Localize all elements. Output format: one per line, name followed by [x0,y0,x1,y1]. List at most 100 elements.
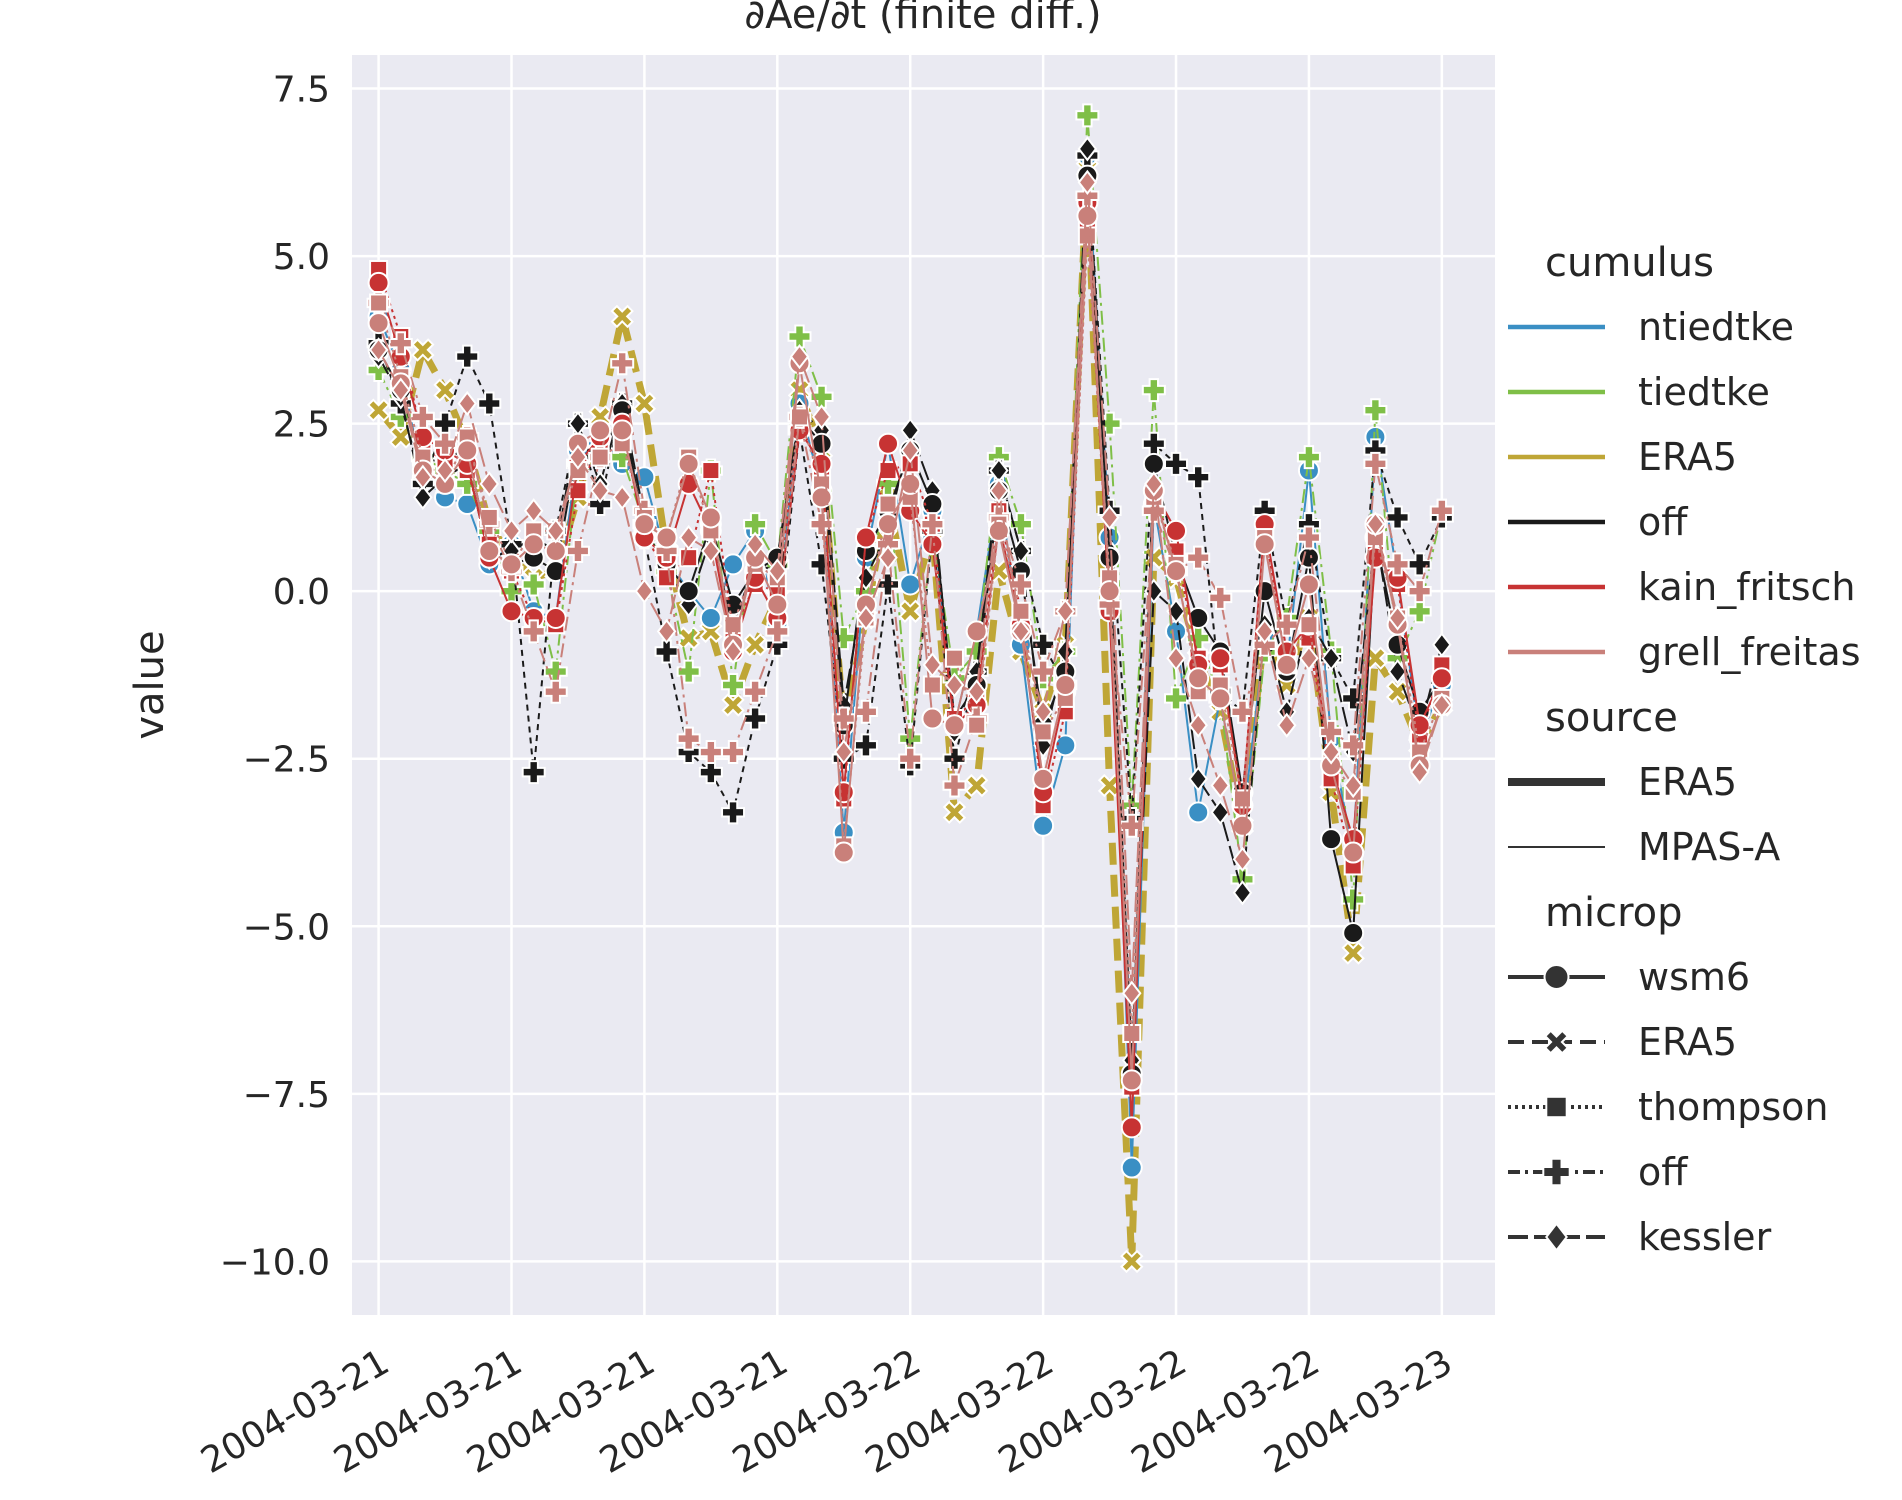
data-point-shape [433,378,457,402]
data-point [765,619,790,644]
data-point-shape [366,398,391,422]
data-point [1120,1156,1143,1179]
data-point [521,619,546,644]
data-point [501,518,522,544]
data-point [435,457,455,484]
data-point [922,675,942,695]
data-point [1141,378,1166,403]
data-point [1054,674,1077,696]
legend-marker [1543,1029,1570,1055]
data-point [944,672,965,698]
data-point [1187,606,1210,629]
data-point [721,740,746,765]
data-point [676,726,701,751]
data-point [832,841,855,864]
chart-title: ∂Ae/∂t (finite diff.) [744,0,1101,38]
data-point [1320,828,1343,851]
data-point [367,271,390,294]
legend-label: tiedtke [1638,370,1770,414]
legend-label: MPAS-A [1638,825,1780,869]
data-point [787,324,812,349]
data-point [1097,773,1122,798]
data-point [612,484,632,510]
data-point [1230,699,1255,724]
data-point [921,533,944,556]
data-point [1011,618,1031,645]
data-point-shape [1097,773,1122,798]
data-point-shape [898,599,922,623]
data-point [1120,1069,1143,1092]
data-point [544,606,567,629]
data-point [899,573,922,596]
data-point [1232,880,1253,906]
data-point [698,760,723,785]
y-tick-label: −5.0 [243,907,330,948]
data-point [1165,620,1188,643]
data-point [1341,941,1365,965]
data-point [1210,772,1231,799]
data-point [1253,533,1276,556]
data-point [1099,504,1120,531]
legend-title-microp: microp [1545,890,1683,936]
data-point [500,600,523,623]
data-point [433,378,457,402]
data-point [565,538,590,563]
data-point [853,699,878,724]
y-tick-label: 7.5 [273,70,330,111]
legend-label: kain_fritsch [1638,565,1856,609]
data-point [1186,465,1211,490]
data-point [1432,692,1452,718]
data-point [1187,667,1210,690]
data-point [878,545,898,571]
data-point [943,714,966,737]
data-point [1321,739,1341,765]
data-point [1254,618,1275,645]
data-point [1319,719,1344,744]
y-axis-label: value [127,630,173,739]
data-point [1164,686,1189,711]
data-point [368,337,389,363]
series-grell_freitas-MPAS-A-kessler [368,169,1452,1006]
data-point [809,384,834,409]
legend-label: ERA5 [1638,1020,1737,1064]
data-point [610,351,635,376]
data-point [676,659,701,684]
data-point [856,605,876,631]
y-tick-labels: 7.5 5.0 2.5 0.0 −2.5 −5.0 −7.5 −10.0 [220,70,330,1284]
data-point [1385,552,1410,577]
data-point [633,513,656,536]
data-point [1342,921,1365,944]
data-point-shape [721,693,745,717]
data-point [1054,734,1077,757]
data-point [1098,546,1121,569]
data-point [1364,546,1387,569]
data-point [789,343,810,370]
data-point-shape [1120,1249,1144,1274]
data-point [1098,580,1121,603]
data-point-shape [942,800,967,825]
legend-label: wsm6 [1638,955,1750,999]
data-point [899,472,922,495]
data-point [1166,645,1186,671]
y-tick-label: −7.5 [243,1075,330,1116]
data-point [878,494,898,514]
data-point [568,481,588,501]
data-point [477,391,502,416]
data-point [1297,573,1320,596]
data-point [743,512,768,537]
data-point [1210,799,1231,825]
data-point [743,633,767,657]
data-point [900,437,920,464]
data-point [1186,545,1211,570]
data-point [723,638,743,665]
y-tick-label: 5.0 [273,237,330,278]
data-point [411,338,435,362]
data-point [721,693,745,717]
data-point [942,773,967,798]
legend-marker [1543,964,1570,990]
data-point [366,398,391,422]
legend-label: thompson [1638,1085,1829,1129]
data-point [544,539,567,562]
data-point [367,312,390,335]
data-point [588,492,613,517]
